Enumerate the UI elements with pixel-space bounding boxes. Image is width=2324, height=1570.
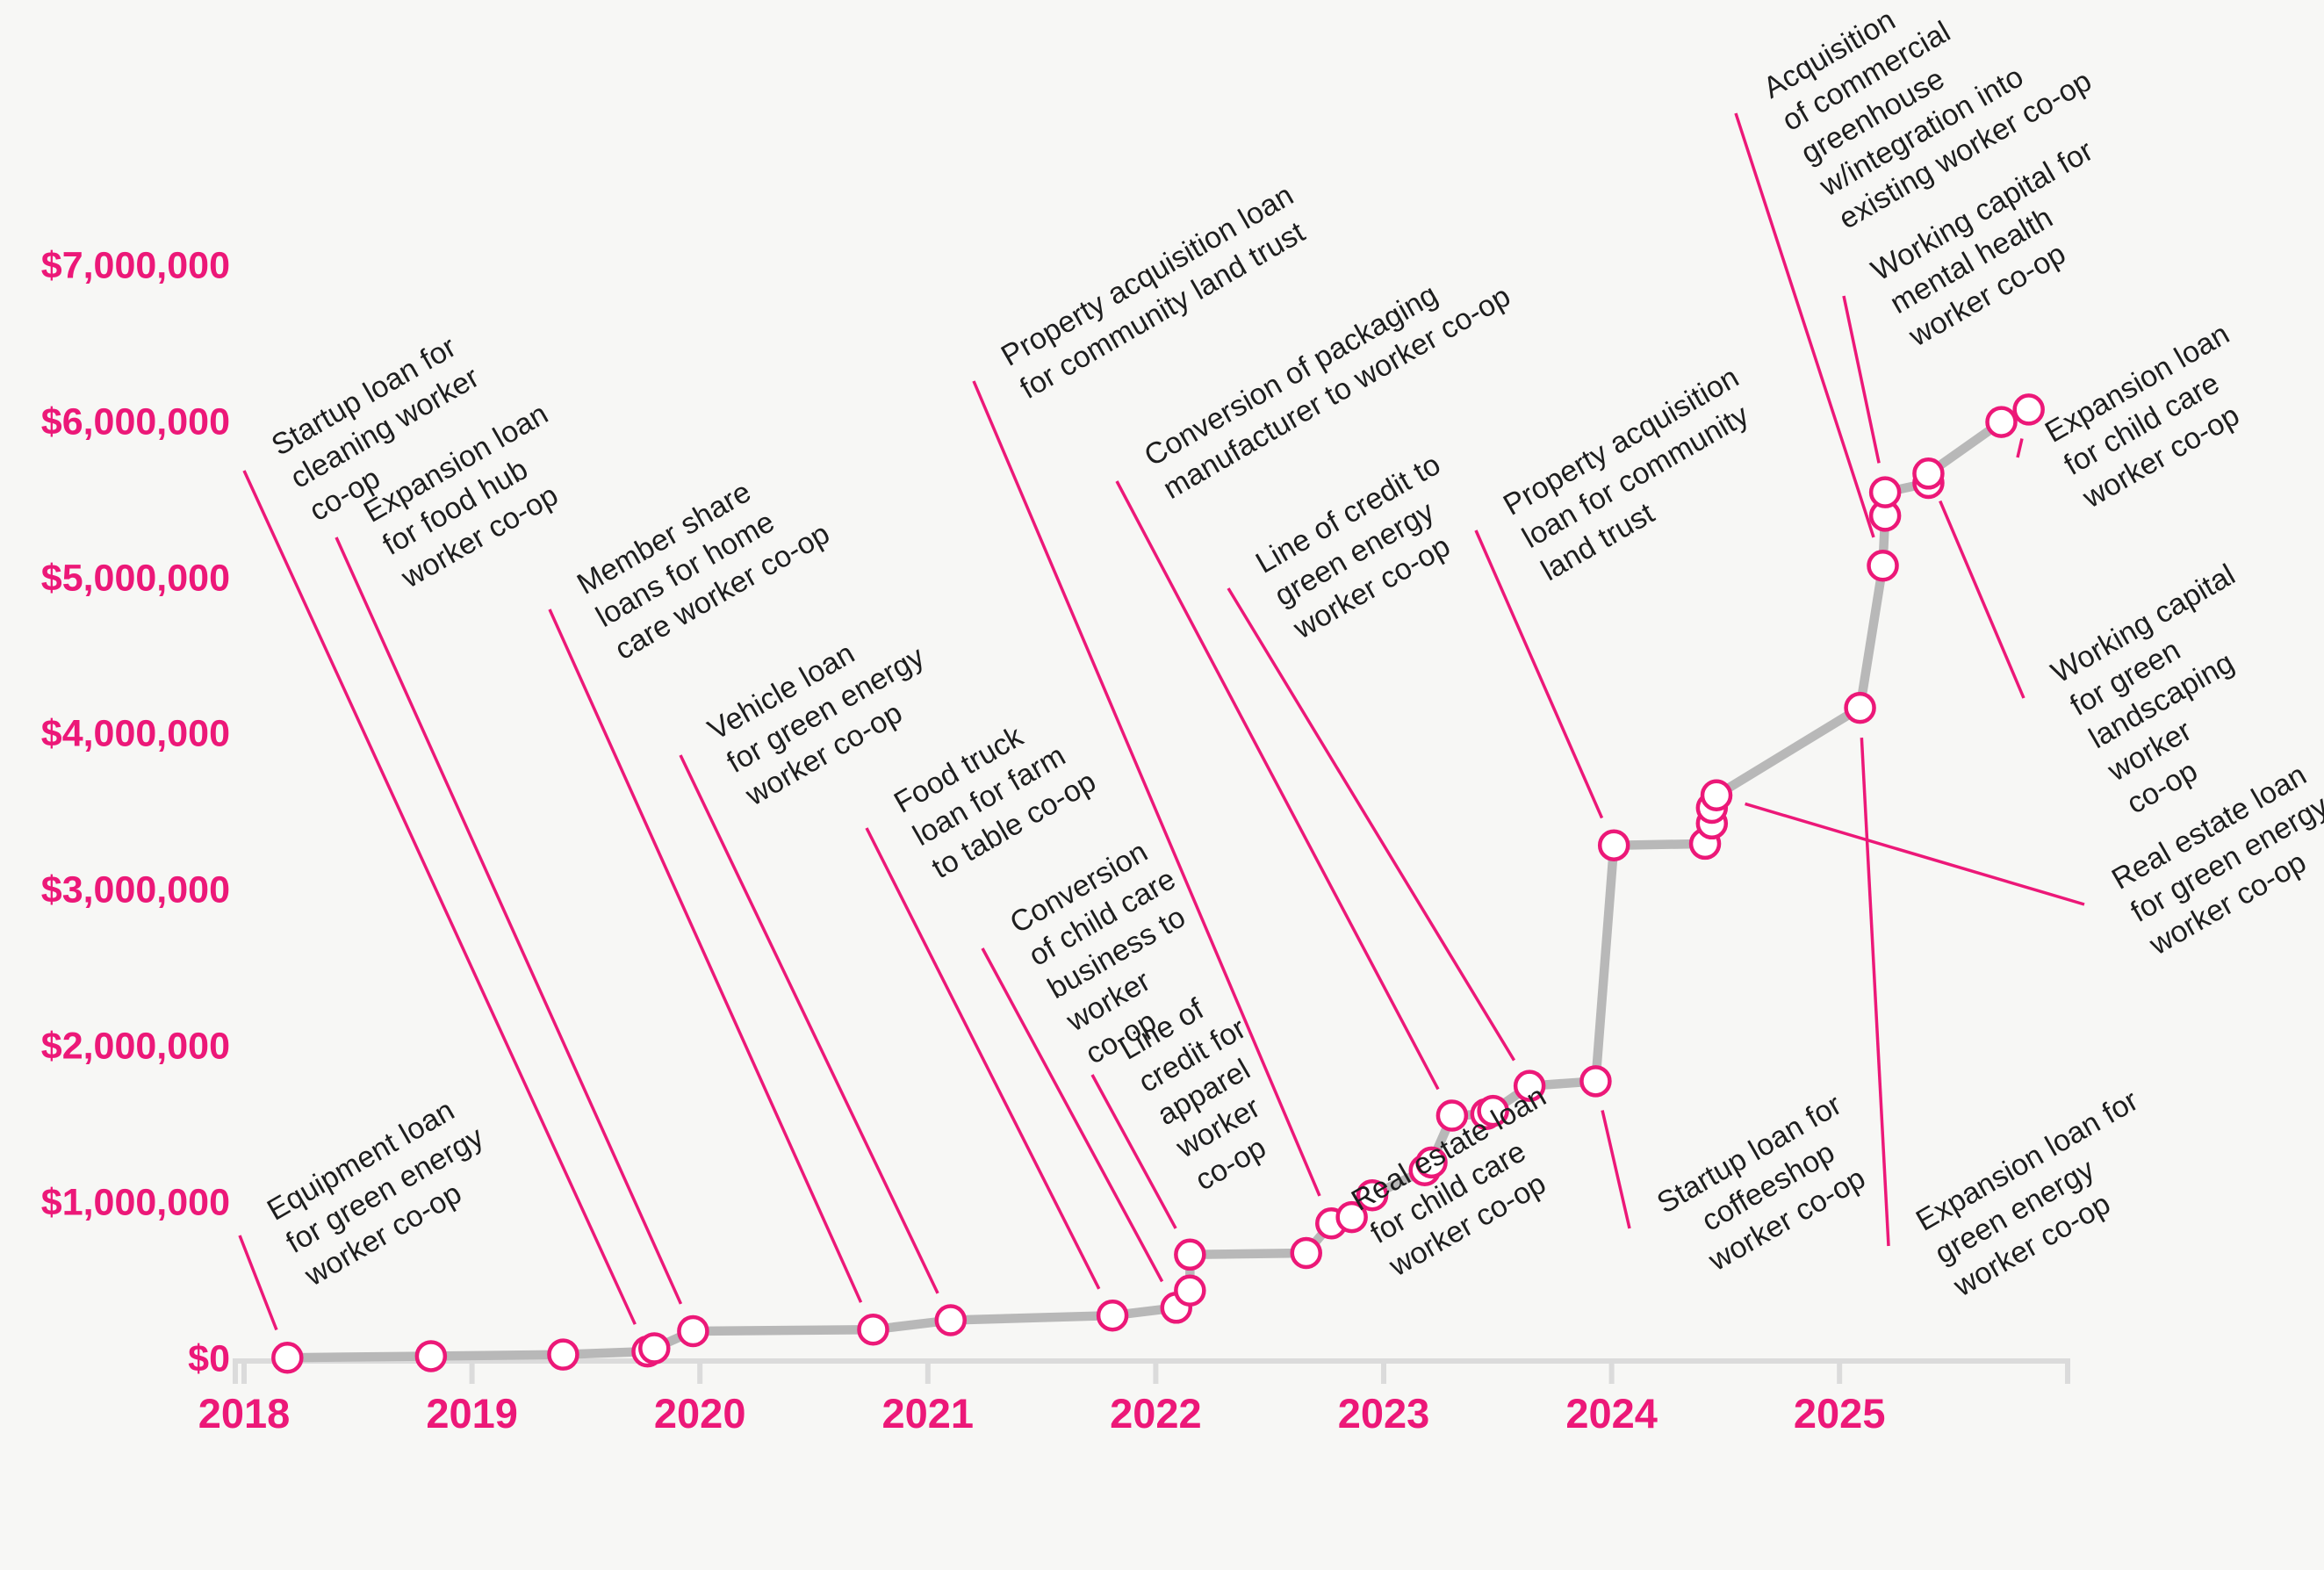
data-point-33 bbox=[1912, 457, 1945, 490]
y-axis-label-0m: $0 bbox=[188, 1337, 230, 1380]
x-axis-label-2018: 2018 bbox=[198, 1390, 291, 1437]
y-axis-label-2m: $2,000,000 bbox=[40, 1025, 230, 1068]
data-point-17 bbox=[1415, 1146, 1448, 1179]
leader-line-conversion-child-care bbox=[981, 947, 1164, 1283]
data-point-22 bbox=[1579, 1065, 1612, 1098]
data-point-2 bbox=[547, 1338, 579, 1371]
x-axis-label-2021: 2021 bbox=[881, 1390, 975, 1437]
data-point-28 bbox=[1844, 691, 1876, 724]
leader-line-acquisition-greenhouse bbox=[1734, 112, 1875, 538]
data-point-18 bbox=[1435, 1099, 1469, 1132]
y-axis-label-4m: $4,000,000 bbox=[40, 712, 230, 755]
x-axis-label-2023: 2023 bbox=[1337, 1390, 1430, 1437]
y-axis-label-1m: $1,000,000 bbox=[40, 1181, 230, 1224]
data-point-12 bbox=[1290, 1236, 1322, 1270]
leader-line-property-acquisition-clt-2 bbox=[1474, 529, 1604, 819]
leader-line-startup-loan-cleaning bbox=[242, 470, 637, 1325]
leader-line-startup-loan-coffeeshop bbox=[1601, 1110, 1631, 1229]
leader-line-vehicle-loan-green-energy bbox=[679, 754, 939, 1294]
data-point-15 bbox=[1356, 1178, 1389, 1212]
leader-line-equipment-loan-green-energy bbox=[238, 1235, 278, 1331]
x-axis-label-2025: 2025 bbox=[1793, 1390, 1886, 1437]
y-axis-label-5m: $5,000,000 bbox=[40, 557, 230, 599]
data-point-31 bbox=[1868, 476, 1902, 508]
leader-line-working-capital-landscaping bbox=[1939, 500, 2025, 699]
data-point-6 bbox=[857, 1313, 889, 1346]
data-point-23 bbox=[1597, 829, 1630, 861]
data-point-7 bbox=[934, 1304, 968, 1336]
leader-line-working-capital-mental-health bbox=[1842, 295, 1881, 464]
leader-line-line-of-credit-apparel bbox=[1090, 1074, 1177, 1229]
data-point-34 bbox=[1985, 406, 2018, 438]
data-point-21 bbox=[1513, 1069, 1546, 1102]
data-point-20 bbox=[1477, 1094, 1509, 1127]
leader-line-property-acquisition-clt-1 bbox=[972, 380, 1321, 1197]
leader-line-expansion-loan-food-hub bbox=[335, 537, 683, 1305]
x-axis-line bbox=[233, 1358, 2070, 1384]
x-axis-label-2020: 2020 bbox=[653, 1390, 746, 1437]
leader-line-real-estate-green-energy bbox=[1745, 802, 2085, 906]
y-axis-label-3m: $3,000,000 bbox=[40, 868, 230, 911]
leader-line-food-truck-farm-to-table bbox=[865, 827, 1101, 1290]
leader-line-expansion-loan-green-energy bbox=[1860, 738, 1890, 1247]
data-point-0 bbox=[271, 1341, 304, 1374]
leader-line-member-share-home-care bbox=[548, 609, 863, 1303]
y-axis-label-6m: $6,000,000 bbox=[40, 400, 230, 443]
leader-line-conversion-packaging bbox=[1115, 480, 1440, 1091]
data-point-10 bbox=[1174, 1274, 1206, 1307]
data-point-8 bbox=[1096, 1299, 1129, 1332]
data-point-11 bbox=[1174, 1238, 1206, 1271]
leader-line-line-of-credit-green-energy bbox=[1227, 587, 1516, 1062]
data-point-14 bbox=[1335, 1200, 1368, 1234]
y-axis-label-7m: $7,000,000 bbox=[40, 244, 230, 287]
data-point-5 bbox=[677, 1314, 709, 1348]
data-point-4 bbox=[638, 1332, 671, 1365]
x-axis-label-2024: 2024 bbox=[1565, 1390, 1658, 1437]
data-point-35 bbox=[2012, 393, 2045, 426]
data-point-1 bbox=[414, 1340, 448, 1372]
data-point-27 bbox=[1700, 779, 1733, 812]
data-point-29 bbox=[1867, 550, 1899, 582]
leader-line-expansion-loan-child-care bbox=[2016, 438, 2024, 458]
x-axis-label-2022: 2022 bbox=[1110, 1390, 1202, 1437]
x-axis-label-2019: 2019 bbox=[426, 1390, 518, 1437]
